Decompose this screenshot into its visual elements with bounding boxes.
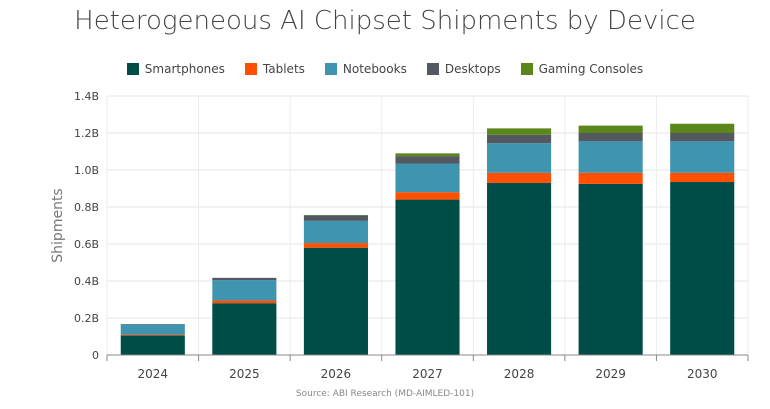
source-note: Source: ABI Research (MD-AIMLED-101)	[295, 389, 475, 399]
bar-tablets-2025	[212, 300, 277, 304]
legend-swatch	[126, 63, 139, 75]
legend-item[interactable]: Tablets	[244, 62, 305, 76]
y-tick-label: 0.8B	[74, 201, 99, 214]
bar-notebooks-2028	[487, 143, 552, 173]
bar-tablets-2026	[303, 243, 368, 248]
legend-label: Gaming Consoles	[538, 62, 644, 76]
bar-smartphones-2026	[303, 247, 368, 355]
bar-notebooks-2025	[212, 280, 277, 301]
y-tick-label: 0.6B	[74, 238, 99, 251]
y-tick-label: 0.4B	[74, 275, 99, 288]
bar-notebooks-2027	[395, 163, 460, 193]
bar-gaming-consoles-2027	[395, 153, 460, 157]
bar-smartphones-2028	[487, 182, 552, 355]
bar-tablets-2030	[670, 172, 735, 183]
bar-notebooks-2024	[120, 324, 185, 335]
bar-tablets-2024	[120, 334, 185, 336]
chart-title: Heterogeneous AI Chipset Shipments by De…	[74, 6, 696, 36]
x-tick-label: 2030	[687, 367, 718, 381]
bar-smartphones-2024	[120, 335, 185, 355]
y-axis-title: Shipments	[50, 188, 66, 262]
x-tick-label: 2029	[595, 367, 626, 381]
bar-smartphones-2029	[578, 183, 643, 355]
legend-swatch	[520, 63, 533, 75]
x-tick-label: 2025	[229, 367, 260, 381]
legend: Smartphones Tablets Notebooks Desktops Gamin…	[0, 62, 770, 76]
bar-desktops-2026	[303, 215, 368, 221]
x-tick-label: 2027	[412, 367, 443, 381]
y-tick-label: 1.4B	[74, 90, 99, 103]
bar-gaming-consoles-2029	[578, 125, 643, 133]
bar-gaming-consoles-2028	[487, 128, 552, 135]
bar-desktops-2027	[395, 156, 460, 164]
bar-smartphones-2030	[670, 182, 735, 355]
bar-tablets-2029	[578, 172, 643, 184]
bar-desktops-2029	[578, 133, 643, 142]
legend-item[interactable]: Smartphones	[126, 62, 225, 76]
bar-notebooks-2026	[303, 220, 368, 244]
y-tick-label: 0.2B	[74, 312, 99, 325]
bar-smartphones-2027	[395, 199, 460, 355]
legend-swatch	[426, 63, 439, 75]
x-tick-label: 2028	[504, 367, 535, 381]
y-tick-label: 1.2B	[74, 127, 99, 140]
y-tick-label: 1.0B	[74, 164, 99, 177]
legend-swatch	[244, 63, 257, 75]
legend-label: Smartphones	[144, 62, 225, 76]
legend-label: Tablets	[262, 62, 305, 76]
x-tick-label: 2026	[321, 367, 352, 381]
legend-swatch	[324, 63, 337, 75]
bar-notebooks-2029	[578, 141, 643, 173]
bar-desktops-2025	[212, 277, 277, 281]
legend-item[interactable]: Gaming Consoles	[520, 62, 644, 76]
y-tick-label: 0	[92, 349, 99, 362]
legend-label: Desktops	[444, 62, 501, 76]
legend-label: Notebooks	[342, 62, 407, 76]
bar-gaming-consoles-2030	[670, 123, 735, 133]
bar-tablets-2028	[487, 172, 552, 183]
bar-notebooks-2030	[670, 141, 735, 173]
bar-smartphones-2025	[212, 303, 277, 355]
legend-item[interactable]: Desktops	[426, 62, 501, 76]
bar-desktops-2030	[670, 133, 735, 142]
legend-item[interactable]: Notebooks	[324, 62, 407, 76]
x-tick-label: 2024	[138, 367, 169, 381]
bar-tablets-2027	[395, 192, 460, 200]
bar-desktops-2028	[487, 134, 552, 144]
